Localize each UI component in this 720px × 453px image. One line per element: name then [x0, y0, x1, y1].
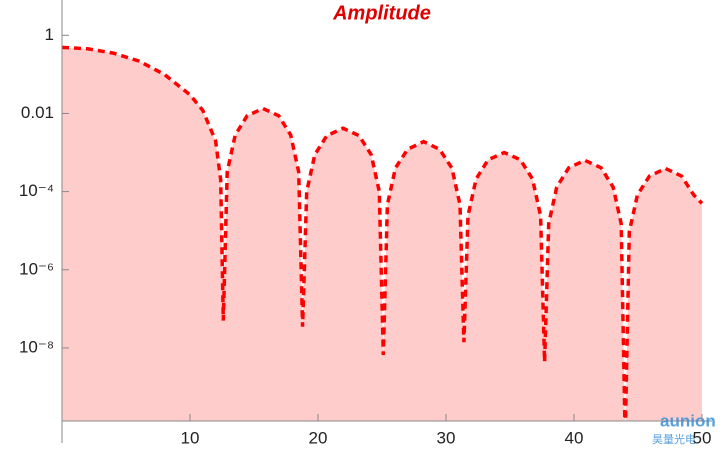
plot-area [62, 45, 704, 421]
y-tick-label: 10⁻⁶ [19, 259, 54, 278]
y-tick-label: 10⁻⁸ [19, 337, 54, 356]
area-fill [62, 47, 702, 421]
x-tick-label: 50 [693, 428, 712, 447]
chart-title: Amplitude [332, 2, 431, 24]
y-tick-label: 1 [45, 25, 54, 44]
data-line [62, 45, 704, 421]
x-tick-label: 20 [309, 428, 328, 447]
x-tick-label: 30 [437, 428, 456, 447]
x-tick-label: 10 [181, 428, 200, 447]
y-tick-label: 10⁻⁴ [19, 181, 54, 200]
y-tick-label: 0.01 [21, 103, 54, 122]
watermark: 昊量光电 [652, 432, 696, 446]
x-tick-label: 40 [565, 428, 584, 447]
